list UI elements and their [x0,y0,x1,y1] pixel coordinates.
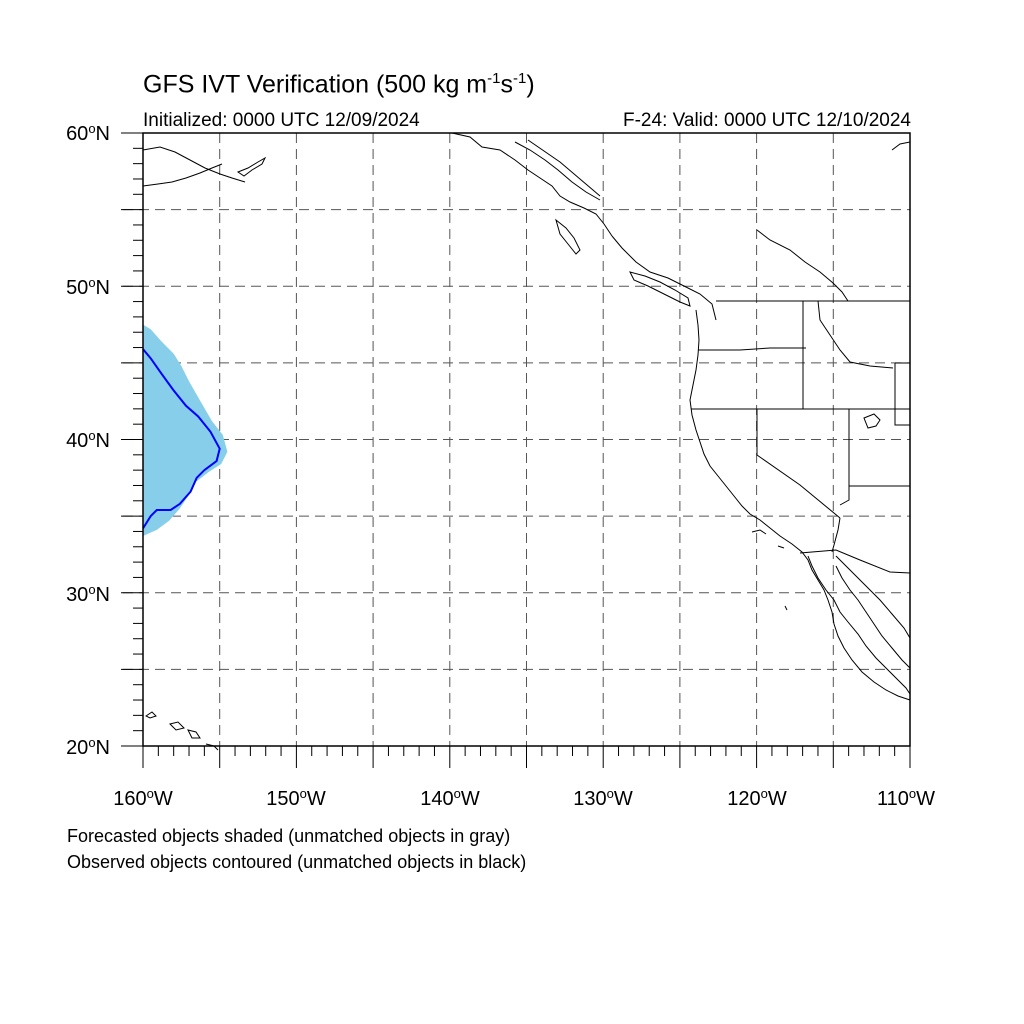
lat-label-50: 50oN [66,275,110,299]
baja-california [807,555,911,695]
initialized-time: Initialized: 0000 UTC 12/09/2024 [143,110,420,131]
great-salt-lake [863,413,881,429]
california-nevada-border [756,409,841,519]
nevada-utah-border [839,409,850,506]
forecast-object-shaded [143,324,228,536]
aleutian-coast [142,163,223,187]
us-mexico-border [799,549,911,574]
wyoming-border [894,362,910,426]
legend-forecast: Forecasted objects shaded (unmatched obj… [67,826,511,846]
graticule-grid [123,133,910,746]
alaska-inner-coastline [514,141,601,201]
axis-ticks [121,132,911,768]
us-west-coast [689,309,911,701]
lat-label-40: 40oN [66,428,110,452]
guadalupe-island [784,605,788,611]
kodiak-islands [236,156,267,177]
ivt-objects [142,324,228,536]
lat-label-60: 60oN [66,121,110,145]
colorado-river [831,517,841,553]
legend-observed: Observed objects contoured (unmatched ob… [67,852,527,872]
observed-object-contour [142,348,221,529]
lat-label-30: 30oN [66,582,110,606]
valid-time: F-24: Valid: 0000 UTC 12/10/2024 [623,110,911,131]
chart-title: GFS IVT Verification (500 kg m-1s-1) [143,70,535,99]
lon-label-140: 140oW [420,786,480,810]
bc-mainland-coast [611,235,717,321]
lon-label-110: 110oW [876,786,936,810]
vancouver-island [629,271,691,307]
washington-oregon-border [698,347,806,351]
lat-label-20: 20oN [66,735,110,759]
alaska-coastline [451,132,613,237]
alaska-peninsula-west [142,146,246,183]
gulf-of-california [835,565,911,669]
hudson-coast [891,141,911,151]
mainland-mexico-coast [835,555,911,639]
rockies-divide [756,229,849,302]
montana-idaho-border [817,300,894,369]
lon-label-150: 150oW [266,786,326,810]
coastlines-and-borders [142,132,911,751]
lon-label-160: 160oW [113,786,173,810]
yukon-border [527,139,601,197]
lon-label-130: 130oW [573,786,633,810]
lon-label-120: 120oW [727,786,787,810]
hawaii-islands [145,711,219,751]
bc-islands [555,218,581,255]
channel-islands [751,529,785,549]
